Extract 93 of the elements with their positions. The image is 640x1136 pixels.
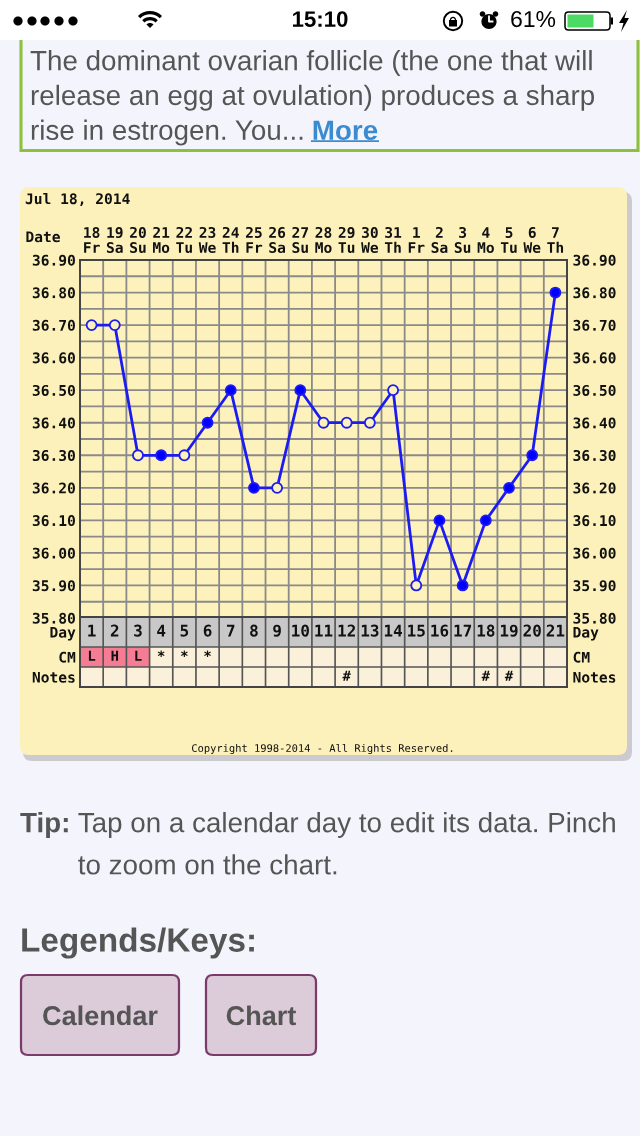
y-tick-label: 36.30 <box>32 449 75 462</box>
x-tick-label: 25 Fr <box>245 226 263 253</box>
text: 15:10 <box>292 11 348 27</box>
x-tick-label: 23 We <box>198 226 216 254</box>
x-tick-label: 16 <box>431 624 449 637</box>
y-tick-label: Day <box>50 626 76 641</box>
y2-tick-label: 36.80 <box>573 287 616 299</box>
y2-tick-label: Day <box>573 626 599 641</box>
x-tick-label: 20 Su <box>130 226 146 254</box>
y2-tick-label: 36.90 <box>573 254 616 266</box>
text: Tap on a calendar day to edit its data. Pinch to zoom on the chart. <box>78 812 615 875</box>
x-tick-label: 30 We <box>361 226 379 254</box>
text: Calendar <box>43 1005 158 1026</box>
x-tick-label: 26 Sa <box>269 226 286 254</box>
x-tick-label: 9 <box>273 624 281 637</box>
y2-tick-label: 36.40 <box>573 417 616 429</box>
x-tick-label: 4 Mo <box>477 227 494 254</box>
y-tick-label: CM <box>59 651 76 663</box>
chart-title: Jul 18, 2014 <box>25 192 130 207</box>
x-tick-label: 12 <box>338 624 355 637</box>
text: Copyright 1998-2014 - All Rights Reserved. <box>192 743 453 755</box>
y2-tick-label: 36.60 <box>573 352 616 364</box>
text: * <box>157 650 165 657</box>
y-tick-label: 36.20 <box>32 482 75 494</box>
x-tick-label: 2 Sa <box>431 226 448 254</box>
y-tick-label: 35.80 <box>32 612 75 624</box>
x-tick-label: 1 Fr <box>408 227 425 253</box>
x-tick-label: 14 <box>384 624 402 637</box>
y-tick-label: 36.10 <box>32 515 75 527</box>
text: Chart <box>226 1005 297 1026</box>
x-tick-label: 20 <box>523 624 541 637</box>
y2-tick-label: 35.90 <box>573 580 616 592</box>
text: * <box>181 650 188 657</box>
x-tick-label: 21 <box>546 624 565 637</box>
x-tick-label: 5 Tu <box>500 227 517 254</box>
x-tick-label: 19 Sa <box>106 227 123 254</box>
x-tick-label: 2 <box>110 624 119 637</box>
y-tick-label: 36.60 <box>32 352 75 364</box>
x-tick-label: 8 <box>250 624 258 637</box>
x-tick-label: 7 <box>226 624 235 637</box>
x-tick-label: 21 Mo <box>153 226 170 254</box>
text: # <box>481 670 490 681</box>
x-tick-label: 24 Th <box>222 226 239 253</box>
x-tick-label: 10 <box>292 624 309 637</box>
x-tick-label: 6 <box>203 624 212 637</box>
y2-tick-label: 36.70 <box>573 319 616 331</box>
text: * <box>204 650 211 657</box>
x-tick-label: 4 <box>157 624 166 637</box>
x-tick-label: 11 <box>315 624 333 637</box>
y-tick-label: 36.90 <box>32 254 75 266</box>
x-tick-label: 22 Tu <box>176 226 192 254</box>
x-tick-label: 18 <box>477 624 495 637</box>
x-tick-label: 3 Su <box>454 226 471 254</box>
text: rise in estrogen. You... <box>31 119 303 146</box>
text: # <box>504 670 514 681</box>
x-tick-label: 15 <box>408 624 425 637</box>
y2-tick-label: 36.50 <box>573 384 616 396</box>
y2-tick-label: Notes <box>573 671 616 683</box>
text: H <box>111 650 119 661</box>
y-tick-label: 35.90 <box>32 580 75 592</box>
text: Legends/Keys: <box>22 927 254 959</box>
x-tick-label: 29 Tu <box>338 226 355 254</box>
y-tick-label: 36.70 <box>32 319 75 331</box>
x-axis-title: Date <box>26 231 60 243</box>
x-tick-label: 27 Su <box>292 226 308 254</box>
y-tick-label: 36.00 <box>32 547 75 559</box>
x-tick-label: 28 Mo <box>315 226 332 254</box>
text: More <box>313 120 378 141</box>
y2-tick-label: 36.30 <box>573 449 616 462</box>
y-tick-label: 36.50 <box>32 384 75 396</box>
x-tick-label: 13 <box>361 624 379 637</box>
text: # <box>342 670 351 681</box>
y-tick-label: Notes <box>32 671 75 683</box>
text: Tip: <box>20 812 68 838</box>
x-tick-label: 17 <box>454 624 472 637</box>
text: L <box>88 650 96 661</box>
y2-tick-label: CM <box>573 651 590 663</box>
x-tick-label: 31 Th <box>384 226 402 253</box>
y2-tick-label: 36.20 <box>573 482 616 494</box>
y2-tick-label: 35.80 <box>573 612 616 624</box>
text: 61% <box>511 10 556 28</box>
x-tick-label: 19 <box>500 624 518 637</box>
y-tick-label: 36.40 <box>32 417 75 429</box>
x-tick-label: 7 Th <box>547 227 564 253</box>
x-tick-label: 6 We <box>523 226 541 254</box>
y2-tick-label: 36.10 <box>573 515 616 527</box>
y2-tick-label: 36.00 <box>573 547 616 559</box>
x-tick-label: 5 <box>180 624 189 637</box>
x-tick-label: 1 <box>88 624 96 637</box>
x-tick-label: 18 Fr <box>84 226 100 253</box>
y-tick-label: 36.80 <box>32 287 75 299</box>
x-tick-label: 3 <box>134 624 142 637</box>
text: L <box>135 650 142 661</box>
